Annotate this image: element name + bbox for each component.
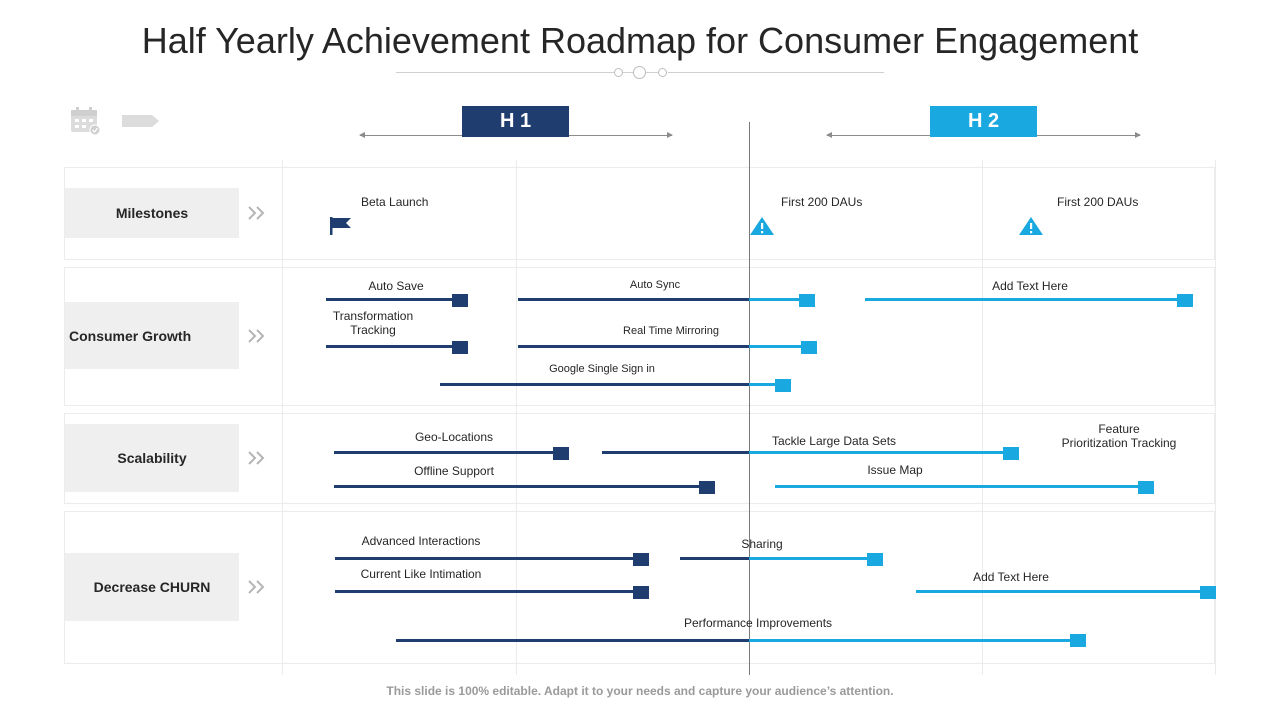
task-label-sharing: Sharing bbox=[741, 537, 783, 551]
task-bar-google-sso-h2 bbox=[749, 383, 778, 386]
task-end-tackle-large-data bbox=[1003, 447, 1019, 460]
task-end-performance-improvements bbox=[1070, 634, 1086, 647]
task-label-current-like-intimation: Current Like Intimation bbox=[360, 567, 482, 581]
task-label-google-sso: Google Single Sign in bbox=[549, 363, 655, 375]
tag-arrow-icon bbox=[122, 115, 159, 127]
page-title: Half Yearly Achievement Roadmap for Cons… bbox=[141, 20, 1139, 61]
task-bar-transformation-tracking bbox=[326, 345, 456, 348]
task-bar-auto-sync-h1 bbox=[518, 298, 749, 301]
chevron-right-icon bbox=[248, 329, 265, 343]
grid-line bbox=[1215, 160, 1216, 675]
milestone-first-200-daus-2: First 200 DAUs bbox=[1057, 195, 1139, 209]
h2-header: H 2 bbox=[930, 106, 1037, 137]
task-end-advanced-interactions bbox=[633, 553, 649, 566]
milestones-row bbox=[64, 167, 1215, 260]
calendar-icon bbox=[71, 107, 101, 136]
divider-dot-right bbox=[658, 68, 667, 77]
task-end-sharing bbox=[867, 553, 883, 566]
task-label-issue-map: Issue Map bbox=[867, 463, 923, 477]
chevron-right-icon bbox=[248, 451, 265, 465]
milestone-first-200-daus-1: First 200 DAUs bbox=[781, 195, 863, 209]
task-label-add-text-2: Add Text Here bbox=[973, 570, 1049, 584]
divider-dot-left bbox=[614, 68, 623, 77]
warning-icon bbox=[750, 217, 774, 235]
task-bar-sharing-h1 bbox=[680, 557, 749, 560]
task-end-current-like-intimation bbox=[633, 586, 649, 599]
task-end-add-text-1 bbox=[1177, 294, 1193, 307]
grid-line bbox=[982, 160, 983, 675]
task-end-geo-locations bbox=[553, 447, 569, 460]
title-divider-right bbox=[668, 72, 884, 73]
task-bar-google-sso-h1 bbox=[440, 383, 749, 386]
task-bar-issue-map bbox=[775, 485, 1141, 488]
task-bar-current-like-intimation bbox=[335, 590, 638, 593]
task-bar-auto-save bbox=[326, 298, 456, 301]
row-label-scalability: Scalability bbox=[65, 424, 239, 492]
task-bar-add-text-1 bbox=[865, 298, 1181, 301]
task-bar-performance-improvements-h2 bbox=[749, 639, 1075, 642]
task-label-tackle-large-data-sets: Tackle Large Data Sets bbox=[771, 434, 897, 448]
task-label-real-time-mirroring: Real Time Mirroring bbox=[623, 325, 719, 337]
task-bar-sharing-h2 bbox=[749, 557, 869, 560]
task-bar-offline-support bbox=[334, 485, 703, 488]
half-year-divider bbox=[749, 122, 750, 675]
task-label-auto-sync: Auto Sync bbox=[629, 279, 681, 291]
divider-dot-center bbox=[633, 66, 646, 79]
task-end-google-sso bbox=[775, 379, 791, 392]
task-label-advanced-interactions: Advanced Interactions bbox=[361, 534, 481, 548]
row-label-decrease-churn: Decrease CHURN bbox=[65, 553, 239, 621]
task-label-geo-locations: Geo-Locations bbox=[414, 430, 494, 444]
task-end-auto-save bbox=[452, 294, 468, 307]
grid-line bbox=[516, 160, 517, 675]
task-bar-geo-locations bbox=[334, 451, 558, 454]
task-end-issue-map bbox=[1138, 481, 1154, 494]
task-end-offline-support bbox=[699, 481, 715, 494]
task-label-auto-save: Auto Save bbox=[368, 279, 424, 293]
task-bar-add-text-2 bbox=[916, 590, 1203, 593]
title-divider-left bbox=[396, 72, 616, 73]
scalability-row bbox=[64, 413, 1215, 504]
task-end-auto-sync bbox=[799, 294, 815, 307]
task-bar-advanced-interactions bbox=[335, 557, 638, 560]
h1-header: H 1 bbox=[462, 106, 569, 137]
task-label-offline-support: Offline Support bbox=[414, 464, 494, 478]
warning-icon bbox=[1019, 217, 1043, 235]
flag-icon bbox=[330, 217, 351, 235]
task-bar-auto-sync-h2 bbox=[749, 298, 802, 301]
row-label-milestones: Milestones bbox=[65, 188, 239, 238]
consumer-growth-row bbox=[64, 267, 1215, 406]
task-end-real-time-mirroring bbox=[801, 341, 817, 354]
row-label-consumer-growth: Consumer Growth bbox=[65, 302, 239, 369]
chevron-right-icon bbox=[248, 206, 265, 220]
task-label-add-text-1: Add Text Here bbox=[992, 279, 1068, 293]
grid-line bbox=[282, 160, 283, 675]
task-bar-performance-improvements-h1 bbox=[396, 639, 749, 642]
task-bar-tackle-large-data-h2 bbox=[749, 451, 1005, 454]
task-bar-tackle-large-data-h1 bbox=[602, 451, 749, 454]
footer-note: This slide is 100% editable. Adapt it to… bbox=[386, 684, 894, 698]
task-label-performance-improvements: Performance Improvements bbox=[683, 616, 833, 630]
task-label-feature-prioritization: Feature Prioritization Tracking bbox=[1061, 422, 1177, 450]
task-bar-real-time-mirroring-h1 bbox=[518, 345, 749, 348]
milestone-beta-launch: Beta Launch bbox=[361, 195, 429, 209]
task-bar-real-time-mirroring-h2 bbox=[749, 345, 804, 348]
task-end-transformation-tracking bbox=[452, 341, 468, 354]
chevron-right-icon bbox=[248, 580, 265, 594]
task-end-add-text-2 bbox=[1200, 586, 1216, 599]
task-label-transformation-tracking: Transformation Tracking bbox=[332, 309, 414, 337]
title-divider-mid-right bbox=[646, 72, 658, 73]
title-divider-mid-left bbox=[622, 72, 634, 73]
